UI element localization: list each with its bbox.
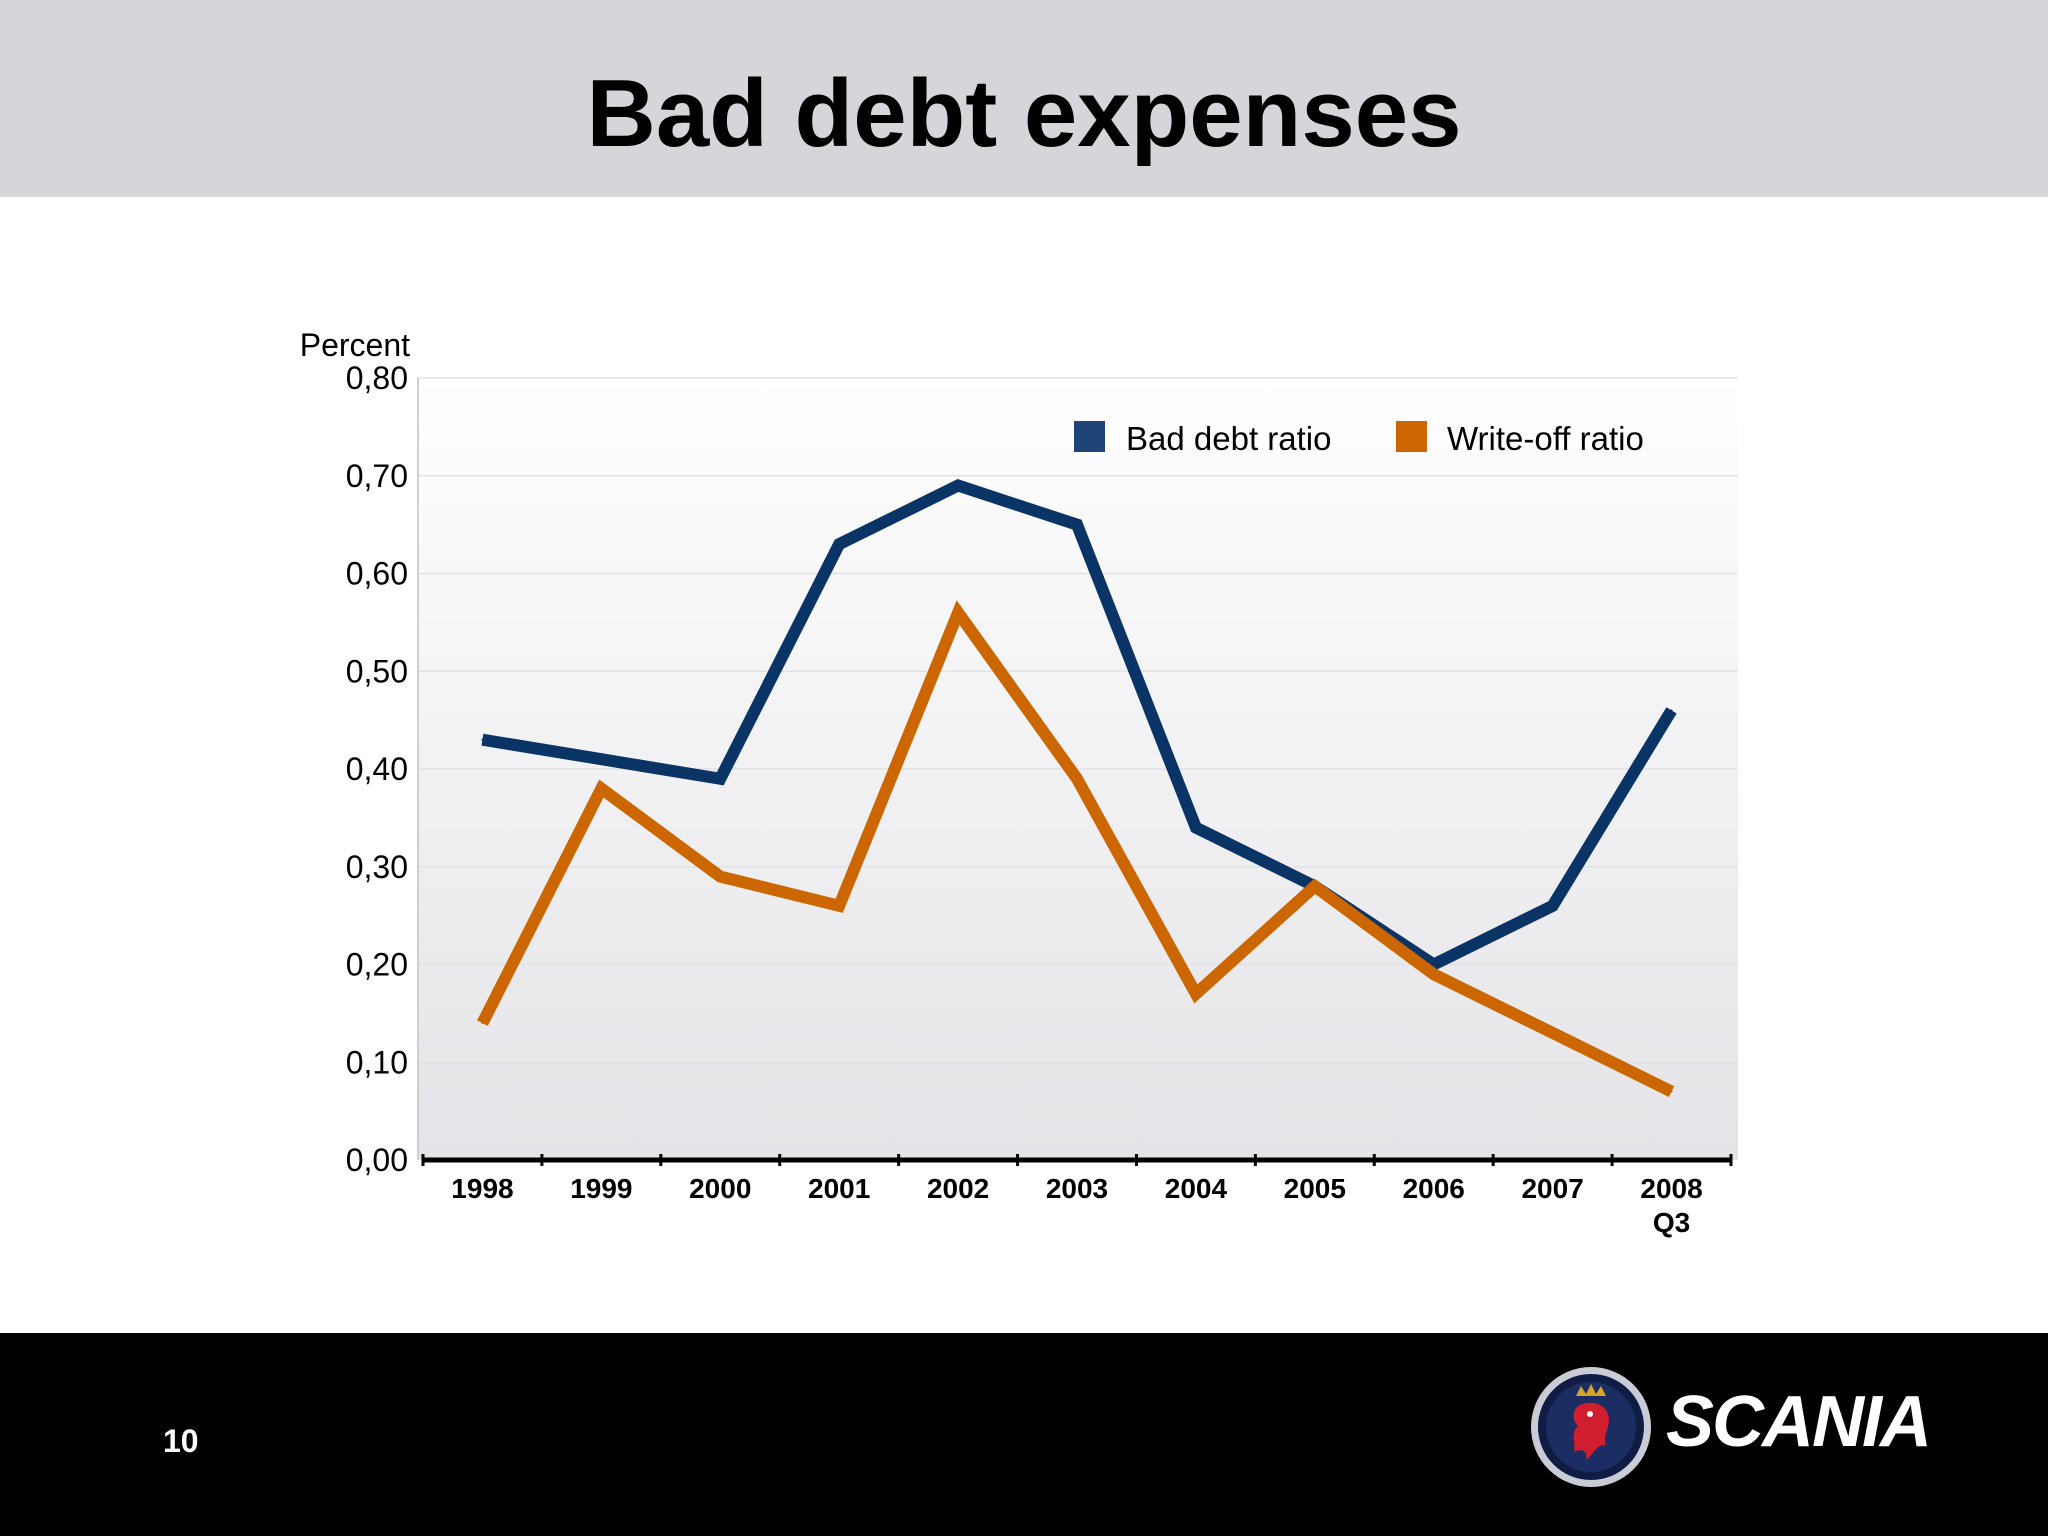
x-tick-label: 2005 [1284, 1173, 1346, 1204]
y-tick-label: 0,80 [346, 360, 408, 396]
slide-title: Bad debt expenses [586, 60, 1462, 167]
y-tick-label: 0,50 [346, 653, 408, 689]
data-point [838, 904, 841, 907]
slide-header [0, 0, 2048, 197]
griffin-emblem-icon [1531, 1367, 1651, 1487]
data-point [1194, 992, 1197, 995]
x-tick-label: 2001 [808, 1173, 870, 1204]
y-tick-label: 0,20 [346, 947, 408, 983]
data-point [600, 787, 603, 790]
line-chart: 0,00 0,10 0,20 0,30 0,40 0,50 0,60 0,70 0,80 199… [300, 327, 1738, 1238]
y-tick-label: 0,60 [346, 556, 408, 592]
slide-footer [0, 1333, 2048, 1536]
legend-swatch [1396, 421, 1427, 452]
x-tick-label: 2003 [1046, 1173, 1108, 1204]
data-point [719, 875, 722, 878]
x-tick-label: 1999 [570, 1173, 632, 1204]
data-point [1194, 826, 1197, 829]
data-point [1313, 885, 1316, 888]
data-point [600, 758, 603, 761]
x-tick-label: 2006 [1403, 1173, 1465, 1204]
y-tick-label: 0,10 [346, 1044, 408, 1080]
data-point [1670, 709, 1673, 712]
data-point [481, 1022, 484, 1025]
y-tick-label: 0,40 [346, 751, 408, 787]
data-point [1551, 904, 1554, 907]
data-point [1670, 1090, 1673, 1093]
x-tick-label: 2002 [927, 1173, 989, 1204]
page-number: 10 [163, 1423, 199, 1459]
data-point [719, 777, 722, 780]
data-point [957, 611, 960, 614]
x-tick-label: 2008 Q3 [1640, 1173, 1702, 1238]
legend-swatch [1074, 421, 1105, 452]
chart-area: 0,00 0,10 0,20 0,30 0,40 0,50 0,60 0,70 0,80 199… [0, 197, 2048, 1333]
scania-logo-text: SCANIA [1666, 1382, 1932, 1462]
x-tick-label: 2000 [689, 1173, 751, 1204]
data-point [1432, 963, 1435, 966]
data-point [1076, 523, 1078, 526]
y-tick-label: 0,00 [346, 1142, 408, 1178]
legend-label: Bad debt ratio [1126, 420, 1331, 457]
x-tick-label: 2007 [1521, 1173, 1583, 1204]
data-point [481, 738, 484, 741]
data-point [957, 484, 960, 487]
data-point [1551, 1031, 1554, 1034]
data-point [1076, 777, 1078, 780]
data-point [838, 543, 841, 546]
x-tick-label: 2004 [1165, 1173, 1228, 1204]
x-tick-label: 1998 [451, 1173, 513, 1204]
legend-label: Write-off ratio [1447, 420, 1644, 457]
data-point [1432, 973, 1435, 976]
y-tick-label: 0,70 [346, 458, 408, 494]
y-axis-label: Percent [300, 327, 410, 363]
y-tick-label: 0,30 [346, 849, 408, 885]
